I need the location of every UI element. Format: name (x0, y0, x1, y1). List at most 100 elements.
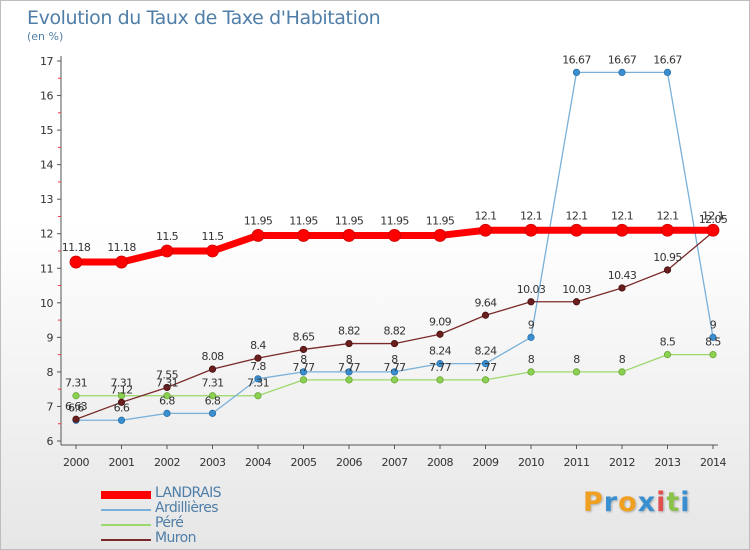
x-tick-label: 2000 (63, 456, 89, 469)
data-point-muron (117, 398, 126, 406)
data-point-landrais (251, 229, 265, 242)
data-label-pere: 7.77 (383, 361, 406, 374)
data-point-ardillieres (481, 360, 490, 368)
data-point-ardillieres (390, 368, 399, 376)
data-point-muron (527, 298, 535, 306)
data-label-landrais: 11.95 (289, 214, 318, 227)
data-point-ardillieres (663, 68, 672, 77)
y-tick-label: 9 (47, 331, 54, 344)
data-point-ardillieres (299, 368, 308, 376)
y-tick-label: 14 (40, 159, 53, 172)
x-tick-label: 2012 (609, 456, 635, 469)
data-label-ardillieres: 7.8 (250, 360, 266, 373)
data-point-ardillieres (436, 360, 444, 368)
data-point-landrais (342, 229, 356, 242)
data-label-landrais: 12.1 (656, 209, 678, 222)
data-label-pere: 7.31 (65, 377, 87, 390)
data-point-landrais (433, 229, 447, 242)
data-label-pere: 8 (619, 353, 626, 366)
x-tick-label: 2006 (336, 456, 362, 469)
data-point-ardillieres (618, 68, 626, 77)
brand-logo: Proxiti (583, 487, 691, 518)
legend-swatch-muron (101, 539, 151, 541)
data-point-pere (436, 376, 444, 384)
data-label-ardillieres: 6.6 (114, 401, 130, 414)
data-point-pere (390, 376, 399, 384)
data-point-muron (299, 345, 308, 354)
x-tick-label: 2004 (245, 456, 271, 469)
data-label-muron: 7.12 (110, 383, 132, 396)
data-label-pere: 7.31 (110, 377, 132, 390)
data-point-ardillieres (208, 409, 217, 417)
data-label-muron: 8.82 (338, 325, 360, 338)
chart-legend: LANDRAIS Ardillières Péré Muron (101, 485, 341, 547)
data-point-landrais (615, 223, 629, 237)
x-tick-label: 2014 (700, 456, 726, 469)
chart-title: Evolution du Taux de Taxe d'Habitation (27, 7, 381, 29)
legend-item-ardillieres: Ardillières (101, 500, 341, 517)
data-point-pere (163, 392, 171, 400)
data-label-landrais: 11.18 (62, 241, 91, 254)
x-tick-label: 2002 (154, 456, 180, 469)
data-point-ardillieres (527, 333, 535, 341)
brand-letter: o (618, 487, 638, 518)
data-label-muron: 8.4 (250, 339, 266, 352)
data-label-landrais: 11.95 (244, 214, 273, 227)
brand-letter: i (680, 487, 691, 518)
data-point-muron (254, 354, 262, 362)
data-point-landrais (115, 255, 128, 269)
data-point-landrais (706, 223, 720, 237)
data-point-pere (72, 392, 80, 400)
data-point-landrais (160, 244, 174, 258)
data-point-landrais (479, 223, 492, 237)
data-label-ardillieres: 6.6 (68, 401, 84, 414)
legend-label-ardillieres: Ardillières (155, 500, 219, 516)
data-label-pere: 8 (528, 353, 535, 366)
data-point-landrais (206, 244, 219, 258)
y-tick-label: 6 (47, 435, 54, 448)
y-tick-label: 16 (40, 90, 53, 103)
data-point-pere (481, 376, 490, 384)
data-label-muron: 10.95 (653, 251, 682, 264)
legend-item-landrais: LANDRAIS (101, 485, 341, 502)
data-point-muron (663, 266, 672, 274)
y-tick-label: 13 (40, 193, 53, 206)
data-point-ardillieres (709, 333, 717, 341)
data-label-muron: 10.43 (608, 269, 637, 282)
data-label-muron: 8.08 (201, 350, 224, 363)
data-label-landrais: 11.95 (380, 214, 409, 227)
data-label-landrais: 12.1 (520, 209, 542, 222)
data-point-muron (618, 284, 626, 292)
data-label-muron: 10.03 (562, 283, 591, 296)
data-point-ardillieres (345, 368, 353, 376)
legend-item-pere: Péré (101, 515, 341, 532)
data-label-muron: 8.65 (292, 330, 315, 343)
data-label-pere: 7.77 (429, 361, 452, 374)
data-point-muron (436, 330, 444, 338)
y-tick-label: 12 (40, 228, 53, 241)
data-label-pere: 7.77 (474, 361, 497, 374)
data-label-landrais: 12.1 (702, 209, 724, 222)
data-label-landrais: 12.1 (611, 209, 633, 222)
data-point-ardillieres (254, 375, 262, 383)
data-label-landrais: 11.95 (426, 214, 455, 227)
x-tick-label: 2011 (564, 456, 590, 469)
data-point-ardillieres (117, 416, 126, 424)
y-tick-label: 8 (47, 366, 54, 379)
data-point-pere (345, 376, 353, 384)
data-label-landrais: 12.1 (474, 209, 496, 222)
x-tick-label: 2010 (518, 456, 544, 469)
data-label-ardillieres: 8 (300, 353, 307, 366)
x-tick-label: 2013 (655, 456, 681, 469)
legend-label-muron: Muron (155, 530, 196, 546)
data-point-pere (299, 376, 308, 384)
data-label-ardillieres: 8 (391, 353, 398, 366)
data-point-landrais (69, 255, 83, 269)
x-tick-label: 2009 (473, 456, 499, 469)
chart-subtitle: (en %) (27, 30, 64, 43)
data-label-pere: 8 (573, 353, 580, 366)
data-label-ardillieres: 8.24 (429, 345, 452, 358)
data-point-pere (254, 392, 262, 400)
